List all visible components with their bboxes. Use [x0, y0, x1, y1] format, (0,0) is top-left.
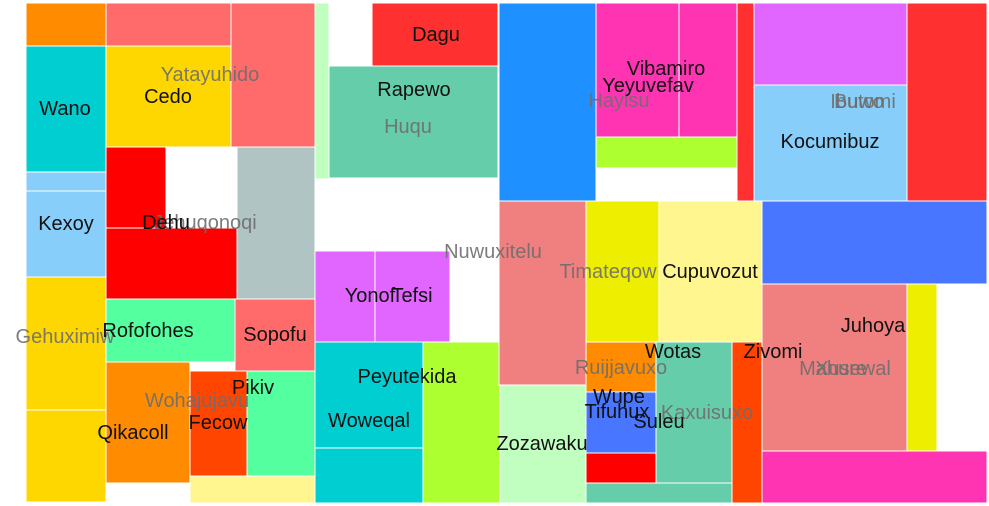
group-label-yatayuhido: Yatayuhido	[161, 64, 260, 86]
treemap-cell-qikacoll	[105, 361, 191, 484]
leaf-label-pikiv: Pikiv	[232, 377, 274, 399]
group-label-nuwuxitelu: Nuwuxitelu	[444, 241, 542, 263]
treemap-cell	[498, 200, 587, 386]
leaf-label-vibamiro: Vibamiro	[627, 58, 706, 80]
treemap-cell-fecow	[189, 370, 248, 477]
treemap-cell-kocumibuz	[753, 84, 908, 202]
treemap-cell-sopofu	[234, 298, 316, 372]
treemap-cell	[498, 2, 597, 202]
group-label-wohajujavu: Wohajujavu	[145, 390, 249, 412]
treemap-cell-dehu	[105, 227, 238, 300]
group-label-mahure: Mahure	[799, 358, 867, 380]
leaf-label-juhoya: Juhoya	[841, 315, 906, 337]
group-label-hayisu: Hayisu	[588, 90, 649, 112]
treemap-group-labels: Gehuximiw Yatayuhido Wohajujavu Jehuqonoqi H…	[16, 64, 896, 424]
leaf-label-suleu: Suleu	[633, 411, 684, 433]
treemap-cell-pikiv	[246, 370, 316, 477]
group-label-timateqow: Timateqow	[559, 261, 657, 283]
treemap-cell	[906, 283, 938, 452]
treemap-cell	[25, 409, 107, 503]
treemap-cell-tefsi	[374, 250, 451, 343]
group-label-jehuqonoqi: Jehuqonoqi	[153, 212, 256, 234]
treemap-cell	[585, 200, 660, 343]
leaf-label-kexoy: Kexoy	[38, 213, 94, 235]
treemap-cell-rofofohes	[105, 298, 236, 363]
treemap-cell	[422, 341, 501, 504]
leaf-label-qikacoll: Qikacoll	[97, 422, 168, 444]
leaf-label-zozawaku: Zozawaku	[496, 433, 587, 455]
leaf-label-yonof: Yonof	[345, 285, 396, 307]
leaf-label-sopofu: Sopofu	[243, 324, 306, 346]
group-label-xusewal: Xusewal	[815, 358, 891, 380]
treemap-cell-zivomi	[731, 341, 763, 504]
leaf-label-woweqal: Woweqal	[328, 410, 410, 432]
treemap-cell	[25, 276, 107, 411]
treemap-cells	[25, 2, 988, 504]
leaf-label-kocumibuz: Kocumibuz	[781, 131, 880, 153]
group-label-gehuximiw: Gehuximiw	[16, 326, 115, 348]
group-label-buwo: Buwo	[834, 91, 884, 113]
treemap-cell	[761, 200, 988, 285]
treemap-cell	[105, 2, 232, 47]
treemap-cell	[906, 2, 988, 202]
treemap-cell-peyutekida	[314, 341, 424, 449]
treemap-cell	[189, 475, 316, 504]
leaf-label-cedo: Cedo	[144, 86, 192, 108]
treemap-cell	[236, 146, 316, 300]
treemap-cell	[585, 452, 657, 484]
treemap-cell-vibamiro	[595, 2, 680, 138]
leaf-label-fecow: Fecow	[189, 412, 248, 434]
treemap-cell	[761, 450, 988, 504]
leaf-label-dehu: Dehu	[142, 212, 190, 234]
leaf-label-dagu: Dagu	[412, 24, 460, 46]
group-label-huqu: Huqu	[384, 116, 432, 138]
treemap-cell-rapewo	[328, 65, 499, 179]
treemap-cell-cedo	[105, 45, 232, 148]
treemap-cell-woweqal	[314, 447, 424, 504]
treemap-cell-dagu	[371, 2, 499, 67]
leaf-label-wotas: Wotas	[645, 341, 701, 363]
treemap-cell-wupe	[585, 341, 657, 393]
leaf-label-cupuvozut: Cupuvozut	[662, 261, 758, 283]
treemap-cell	[736, 2, 755, 202]
treemap-cell-wano	[25, 45, 107, 173]
group-label-kaxuisuxo: Kaxuisuxo	[661, 402, 753, 424]
treemap-leaf-labels: Wano Cedo Kexoy Dehu Rofofohes Sopofu Qikacoll…	[38, 24, 906, 455]
leaf-label-rapewo: Rapewo	[377, 79, 450, 101]
treemap-cell	[314, 2, 330, 180]
treemap-cell-juhoya	[761, 283, 908, 452]
leaf-label-tifuhux: Tifuhux	[585, 401, 650, 423]
treemap-cell	[25, 2, 107, 47]
leaf-label-peyutekida: Peyutekida	[358, 366, 458, 388]
treemap-cell-yeyuvefav	[678, 2, 738, 138]
leaf-label-yeyuvefav: Yeyuvefav	[602, 75, 694, 97]
treemap-cell	[230, 2, 316, 148]
leaf-label-tefsi: Tefsi	[391, 285, 432, 307]
leaf-label-rofofohes: Rofofohes	[102, 320, 193, 342]
treemap-cell	[25, 171, 107, 192]
treemap-cell-zozawaku	[499, 384, 587, 504]
leaf-label-wano: Wano	[39, 98, 91, 120]
group-label-ruijjavuxo: Ruijjavuxo	[575, 357, 667, 379]
leaf-label-wupe: Wupe	[593, 386, 645, 408]
group-label-ibutomi: Ibutomi	[830, 91, 896, 113]
treemap-cell-cupuvozut	[658, 200, 763, 343]
treemap-cell	[105, 146, 167, 229]
treemap-cell	[753, 2, 908, 86]
leaf-label-zivomi: Zivomi	[744, 341, 803, 363]
treemap-cell	[595, 136, 738, 169]
treemap-cell-suleu	[585, 482, 733, 504]
